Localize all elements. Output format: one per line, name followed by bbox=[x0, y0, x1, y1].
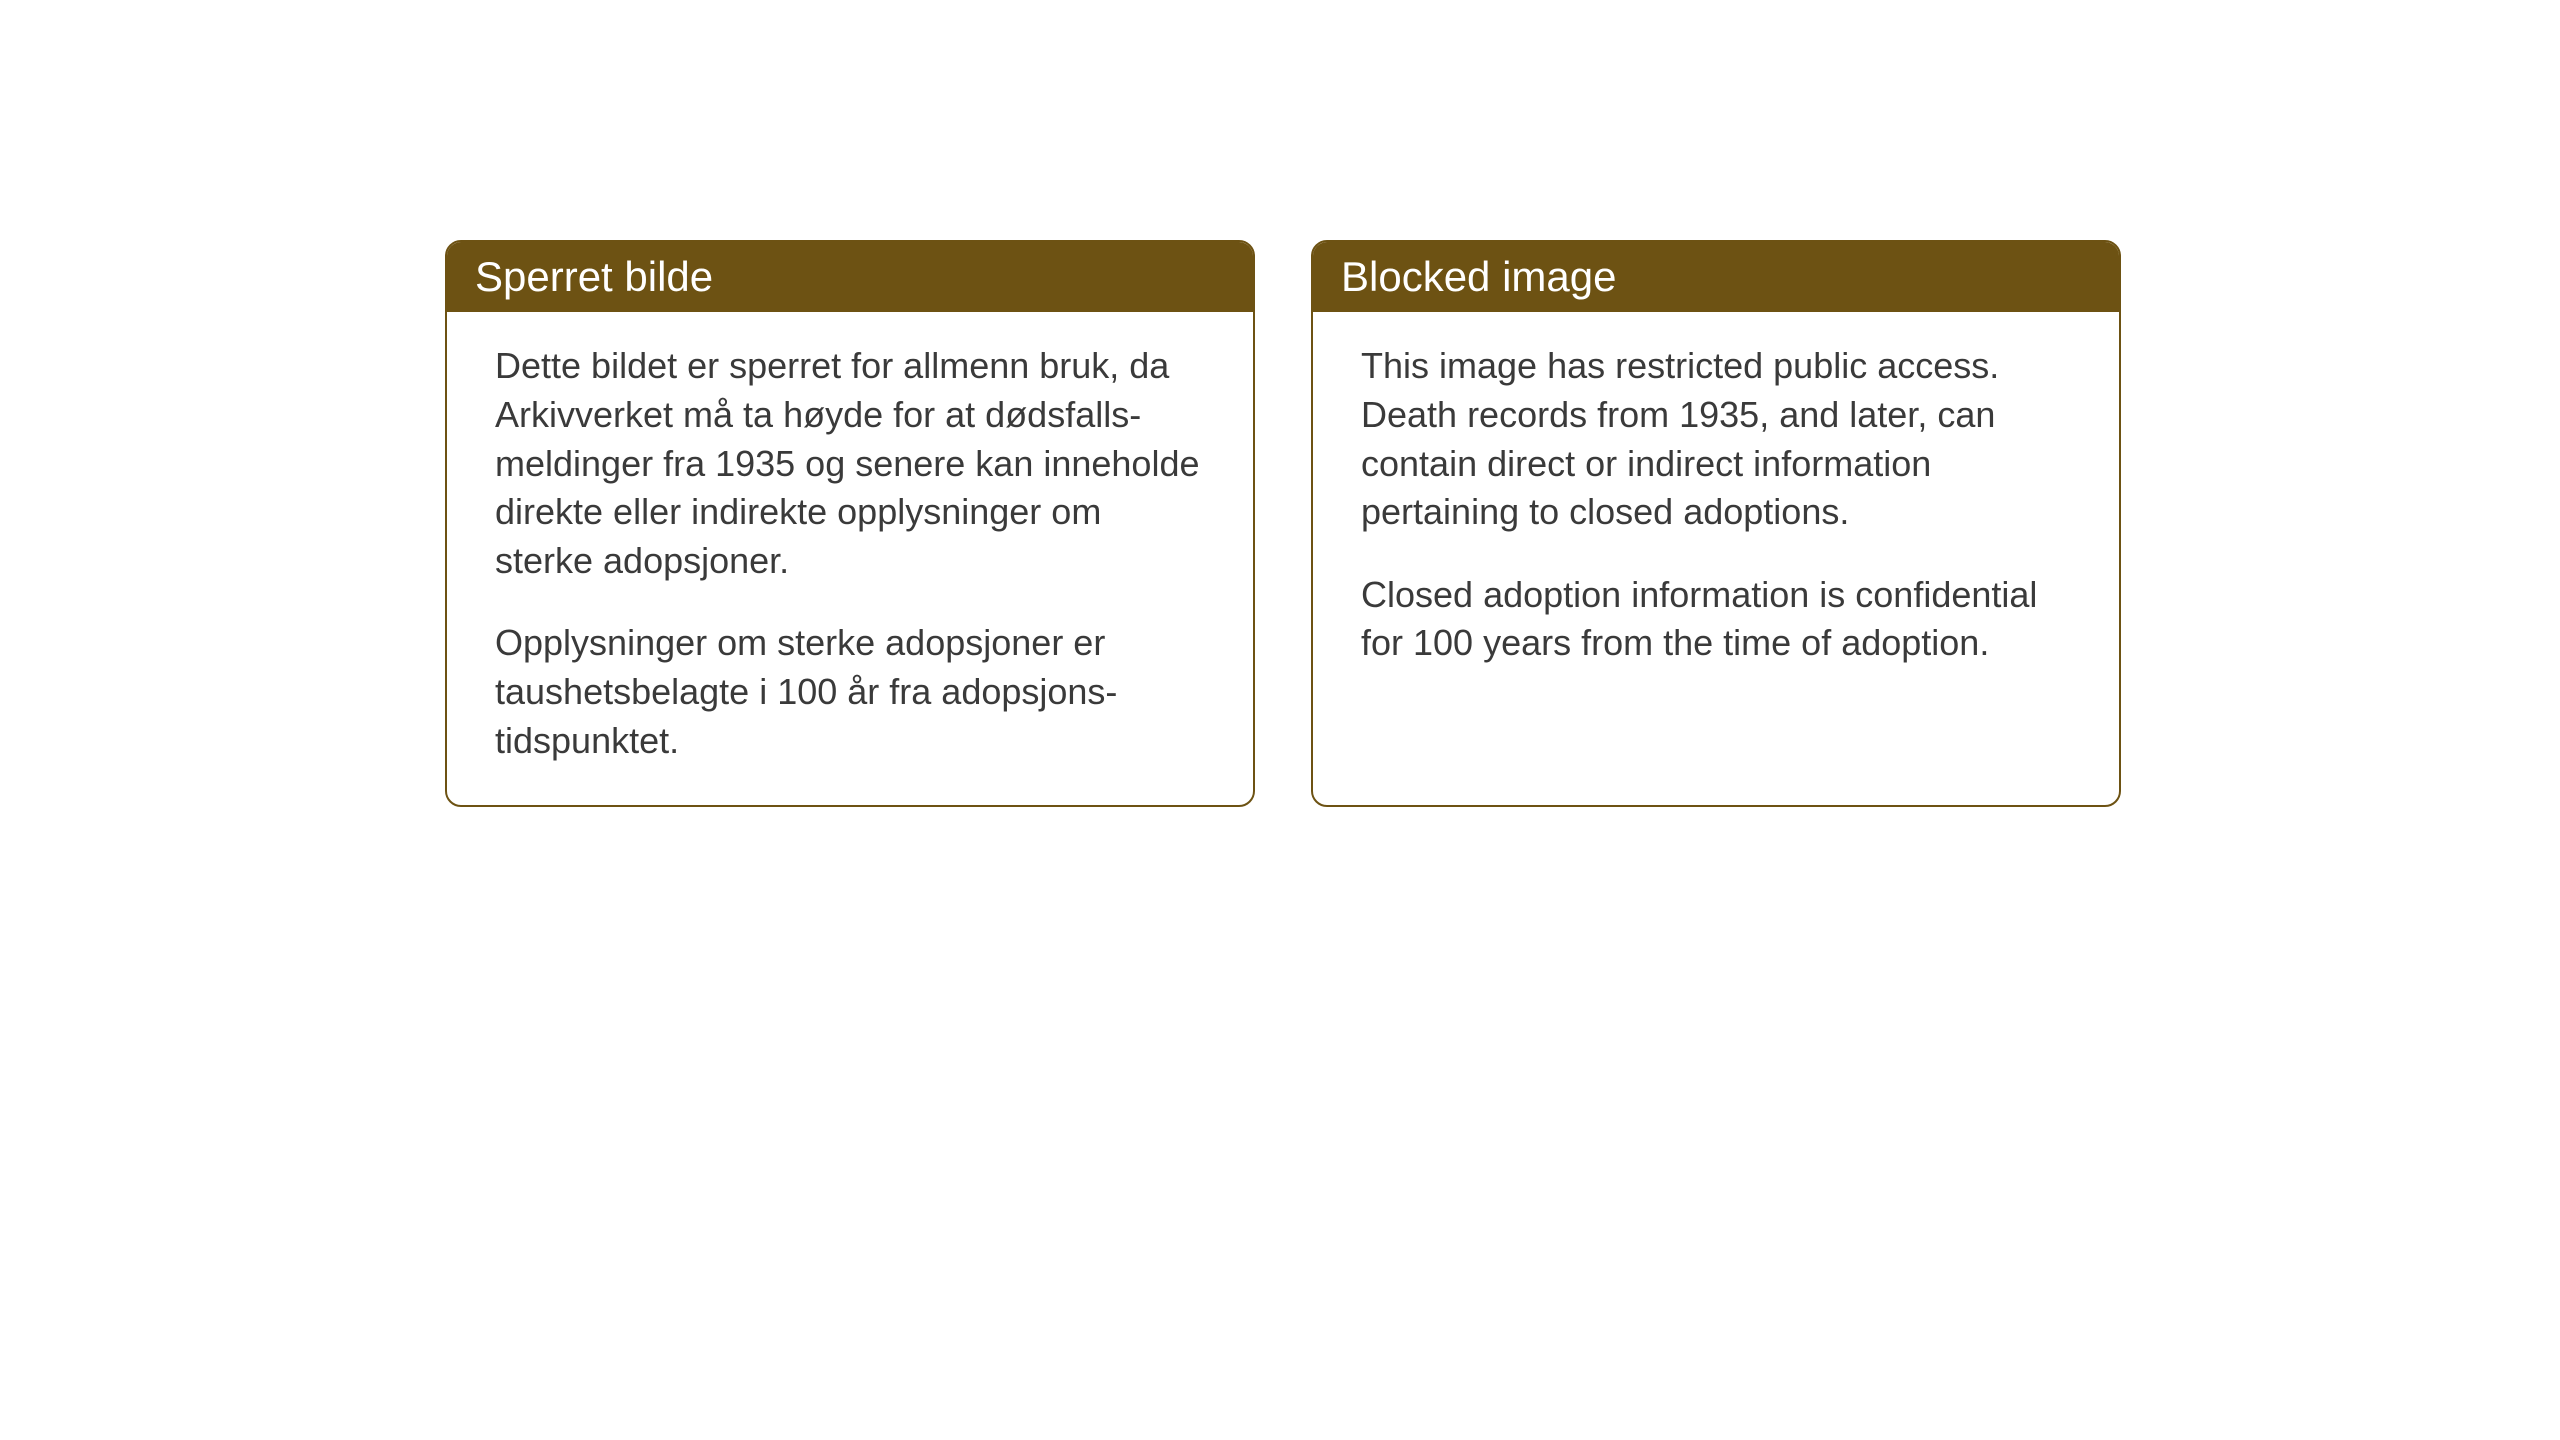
card-body-english: This image has restricted public access.… bbox=[1313, 312, 2119, 758]
card-paragraph-1-norwegian: Dette bildet er sperret for allmenn bruk… bbox=[495, 342, 1205, 585]
notice-card-english: Blocked image This image has restricted … bbox=[1311, 240, 2121, 807]
card-title-norwegian: Sperret bilde bbox=[447, 242, 1253, 312]
card-paragraph-2-english: Closed adoption information is confident… bbox=[1361, 571, 2071, 668]
notice-card-norwegian: Sperret bilde Dette bildet er sperret fo… bbox=[445, 240, 1255, 807]
card-paragraph-1-english: This image has restricted public access.… bbox=[1361, 342, 2071, 536]
card-body-norwegian: Dette bildet er sperret for allmenn bruk… bbox=[447, 312, 1253, 805]
card-title-english: Blocked image bbox=[1313, 242, 2119, 312]
notice-cards-container: Sperret bilde Dette bildet er sperret fo… bbox=[445, 240, 2121, 807]
card-paragraph-2-norwegian: Opplysninger om sterke adopsjoner er tau… bbox=[495, 619, 1205, 765]
